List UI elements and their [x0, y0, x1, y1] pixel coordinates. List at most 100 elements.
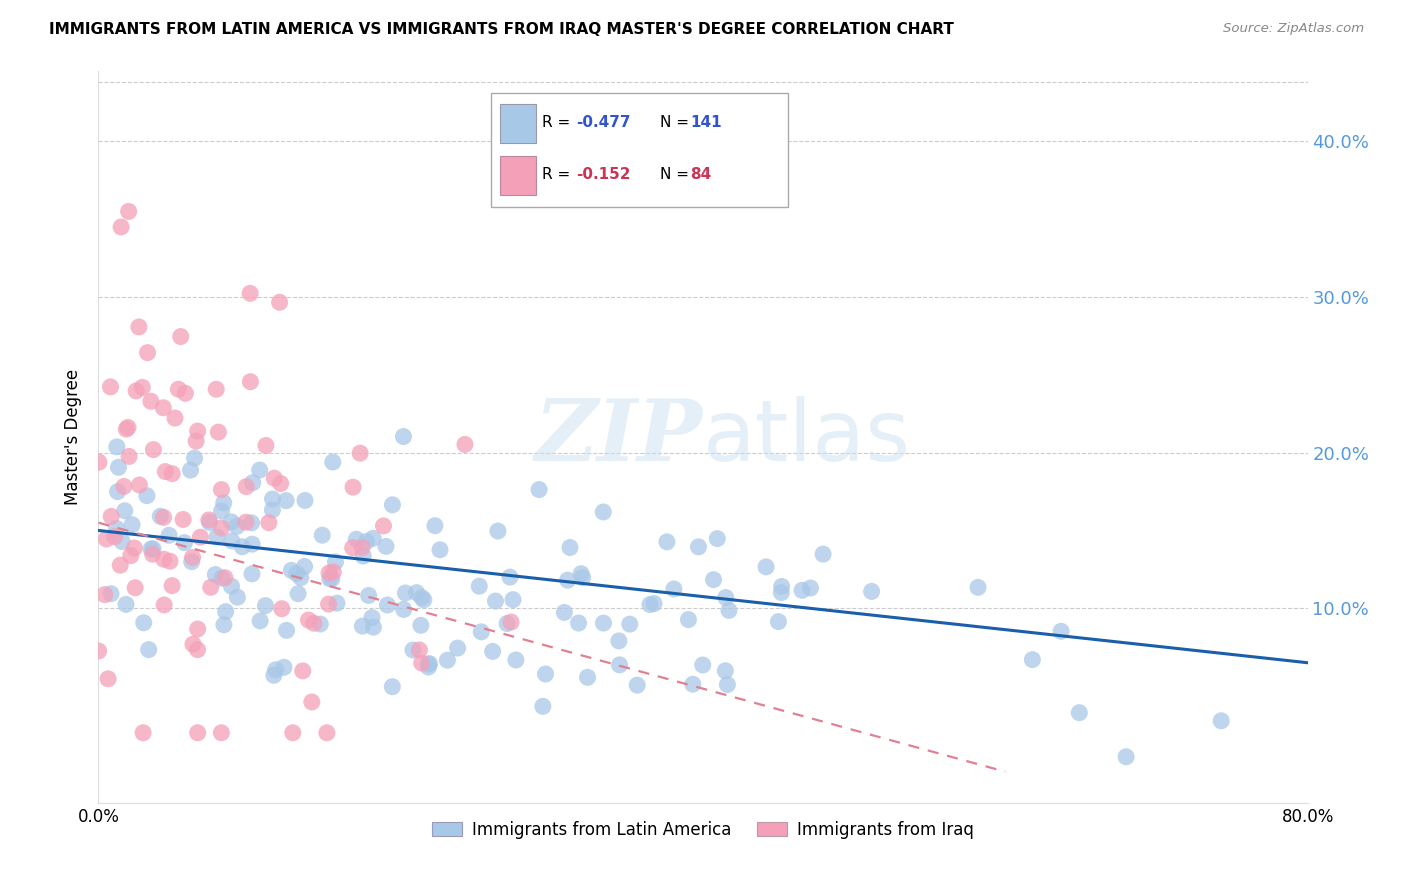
Point: [375, 540, 398, 554]
Point: [381, 680, 404, 694]
Point: [571, 571, 593, 585]
Point: [136, 489, 159, 503]
Point: [402, 643, 425, 657]
Point: [311, 528, 333, 542]
Point: [257, 516, 280, 530]
Point: [662, 582, 685, 596]
Point: [342, 480, 364, 494]
Point: [152, 510, 174, 524]
Point: [124, 541, 146, 555]
Point: [294, 559, 316, 574]
Point: [361, 610, 384, 624]
Point: [342, 541, 364, 555]
Point: [419, 657, 441, 671]
Point: [125, 384, 148, 398]
Point: [716, 677, 738, 691]
Point: [235, 480, 257, 494]
Point: [124, 581, 146, 595]
Point: [87, 644, 110, 658]
Point: [967, 580, 990, 594]
Point: [118, 204, 141, 219]
Point: [240, 516, 263, 530]
Point: [235, 515, 257, 529]
Point: [180, 463, 202, 477]
Point: [318, 566, 340, 580]
Text: IMMIGRANTS FROM LATIN AMERICA VS IMMIGRANTS FROM IRAQ MASTER'S DEGREE CORRELATIO: IMMIGRANTS FROM LATIN AMERICA VS IMMIGRA…: [49, 22, 955, 37]
Point: [187, 424, 209, 438]
Point: [344, 533, 367, 547]
Point: [212, 617, 235, 632]
Y-axis label: Master's Degree: Master's Degree: [65, 369, 83, 505]
Point: [569, 566, 592, 581]
Point: [152, 401, 174, 415]
Point: [173, 535, 195, 549]
Point: [592, 616, 614, 631]
Point: [394, 586, 416, 600]
Point: [180, 555, 202, 569]
Point: [100, 587, 122, 601]
Point: [405, 585, 427, 599]
Point: [205, 382, 228, 396]
Point: [94, 588, 117, 602]
Point: [297, 613, 319, 627]
Point: [270, 601, 292, 615]
Point: [486, 524, 509, 538]
Point: [174, 386, 197, 401]
Point: [553, 606, 575, 620]
Point: [155, 465, 177, 479]
Point: [200, 580, 222, 594]
Point: [132, 725, 155, 739]
Point: [408, 643, 430, 657]
Point: [619, 617, 641, 632]
Point: [139, 541, 162, 556]
Point: [254, 599, 277, 613]
Point: [454, 437, 477, 451]
Point: [790, 583, 813, 598]
Point: [576, 670, 599, 684]
Point: [468, 579, 491, 593]
Point: [167, 382, 190, 396]
Point: [118, 450, 141, 464]
Point: [290, 571, 312, 585]
Point: [363, 620, 385, 634]
Point: [322, 565, 344, 579]
Point: [263, 668, 285, 682]
Point: [170, 329, 193, 343]
Point: [291, 664, 314, 678]
Point: [172, 512, 194, 526]
Legend: Immigrants from Latin America, Immigrants from Iraq: Immigrants from Latin America, Immigrant…: [426, 814, 980, 846]
Point: [96, 532, 118, 546]
Point: [1050, 624, 1073, 639]
Point: [770, 579, 793, 593]
Point: [534, 667, 557, 681]
Point: [207, 425, 229, 439]
Point: [392, 429, 415, 443]
Point: [157, 528, 180, 542]
Point: [121, 517, 143, 532]
Point: [142, 541, 165, 556]
Point: [496, 616, 519, 631]
Point: [626, 678, 648, 692]
Point: [446, 641, 468, 656]
Point: [153, 598, 176, 612]
Point: [87, 455, 110, 469]
Point: [209, 521, 232, 535]
Point: [186, 642, 208, 657]
Point: [211, 571, 233, 585]
Point: [502, 592, 524, 607]
Point: [183, 451, 205, 466]
Point: [352, 619, 374, 633]
Point: [221, 515, 243, 529]
Point: [112, 479, 135, 493]
Point: [1211, 714, 1233, 728]
Text: Source: ZipAtlas.com: Source: ZipAtlas.com: [1223, 22, 1364, 36]
Point: [115, 598, 138, 612]
Point: [107, 460, 129, 475]
Point: [1115, 749, 1137, 764]
Point: [706, 532, 728, 546]
Point: [717, 603, 740, 617]
Point: [592, 505, 614, 519]
Point: [692, 658, 714, 673]
Point: [357, 589, 380, 603]
Point: [214, 571, 236, 585]
